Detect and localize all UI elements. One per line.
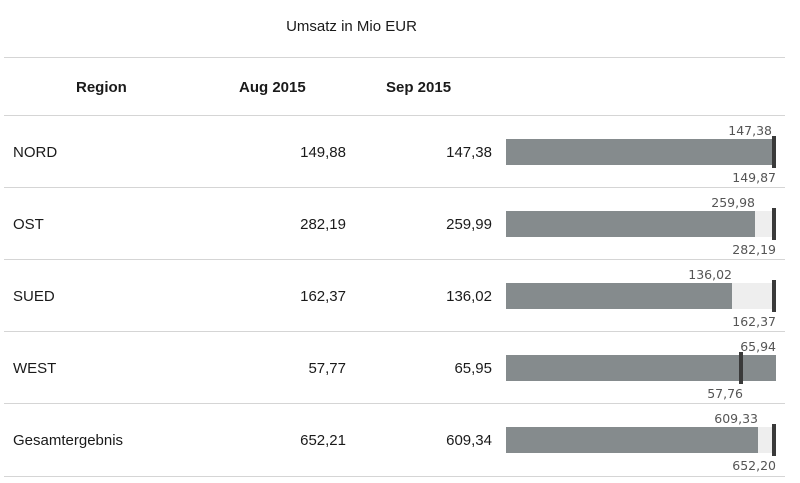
sep-value-cell: 136,02 [446,288,492,305]
target-marker [772,136,776,168]
aug-value-cell: 652,21 [300,432,346,449]
bullet-bar: 609,33 652,20 [506,411,776,473]
target-marker [772,208,776,240]
sep-value-cell: 147,38 [446,144,492,161]
target-marker [772,280,776,312]
aug-value-cell: 57,77 [308,360,346,377]
header-aug-2015: Aug 2015 [239,79,306,96]
region-cell: NORD [13,144,58,161]
table-row: SUED 162,37 136,02 136,02 162,37 [0,260,800,332]
bar-value [506,139,772,165]
bar-value [506,427,758,453]
target-value-label: 57,76 [707,386,743,401]
target-value-label: 162,37 [732,314,776,329]
bar-value-label: 259,98 [711,195,755,210]
bar-value-label: 65,94 [740,339,776,354]
region-cell: Gesamtergebnis [13,432,124,449]
bullet-bar: 147,38 149,87 [506,123,776,185]
sep-value-cell: 609,34 [446,432,492,449]
bar-value-label: 136,02 [688,267,732,282]
row-divider [4,476,785,477]
target-marker [739,352,743,384]
region-cell: OST [13,216,44,233]
target-value-label: 149,87 [732,170,776,185]
aug-value-cell: 162,37 [300,288,346,305]
chart-title: Umsatz in Mio EUR [286,18,417,35]
bullet-bar: 65,94 57,76 [506,339,776,401]
bullet-bar: 259,98 282,19 [506,195,776,257]
bar-value [506,283,732,309]
sep-value-cell: 65,95 [454,360,492,377]
row-divider [4,187,785,188]
row-divider [4,259,785,260]
row-divider [4,115,785,116]
table-row: OST 282,19 259,99 259,98 282,19 [0,188,800,260]
bar-value-label: 609,33 [714,411,758,426]
region-cell: SUED [13,288,55,305]
sep-value-cell: 259,99 [446,216,492,233]
table-row: NORD 149,88 147,38 147,38 149,87 [0,116,800,188]
aug-value-cell: 282,19 [300,216,346,233]
table-row: WEST 57,77 65,95 65,94 57,76 [0,332,800,404]
bullet-bar: 136,02 162,37 [506,267,776,329]
bar-value [506,355,776,381]
target-marker [772,424,776,456]
bar-value-label: 147,38 [728,123,772,138]
table-row: Gesamtergebnis 652,21 609,34 609,33 652,20 [0,404,800,476]
row-divider [4,331,785,332]
divider [4,57,785,58]
target-value-label: 282,19 [732,242,776,257]
aug-value-cell: 149,88 [300,144,346,161]
target-value-label: 652,20 [732,458,776,473]
row-divider [4,403,785,404]
header-sep-2015: Sep 2015 [386,79,452,96]
header-region: Region [76,79,127,96]
region-cell: WEST [13,360,57,377]
bar-value [506,211,755,237]
